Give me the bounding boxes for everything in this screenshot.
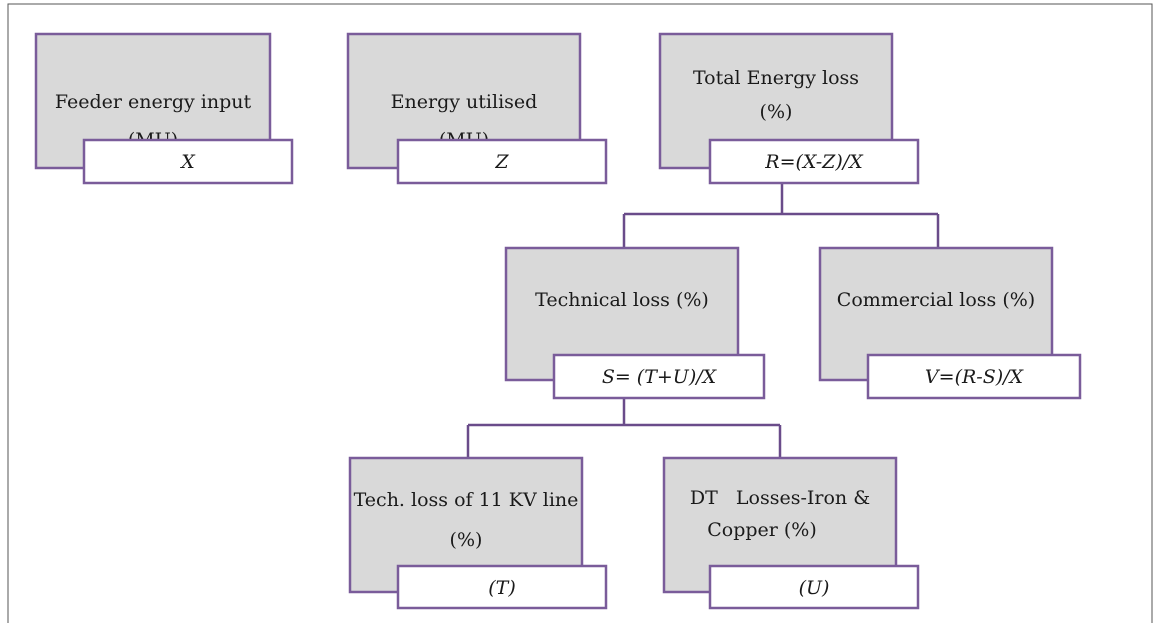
node: Technical loss (%) S= (T+U)/X <box>504 246 766 400</box>
node-value: V=(R-S)/X <box>925 366 1025 388</box>
value-box <box>396 138 608 185</box>
node-label: Copper (%) <box>707 519 817 541</box>
node-label: Tech. loss of 11 KV line <box>354 489 579 511</box>
node-value: Z <box>494 151 509 173</box>
node-value: R=(X-Z)/X <box>764 151 864 173</box>
node: Commercial loss (%) V=(R-S)/X <box>818 246 1082 400</box>
value-box <box>82 138 294 185</box>
value-box <box>708 138 920 185</box>
node: Total Energy loss (%) R=(X-Z)/X <box>658 32 920 185</box>
node: DT Losses-Iron & Copper (%) (U) <box>662 456 920 610</box>
connector <box>622 183 940 248</box>
node-label: Energy utilised <box>391 91 538 113</box>
node-label: (%) <box>760 101 793 123</box>
node-label: DT Losses-Iron & <box>690 487 870 509</box>
node-label: (%) <box>450 529 483 551</box>
value-box <box>866 353 1082 400</box>
connector <box>466 398 782 458</box>
frame <box>7 3 1153 623</box>
value-box <box>552 353 766 400</box>
node-value: (U) <box>799 577 830 599</box>
node-label: Total Energy loss <box>693 67 859 89</box>
node-value: X <box>179 151 196 173</box>
node-value: S= (T+U)/X <box>602 366 718 388</box>
value-box <box>708 564 920 610</box>
value-box <box>396 564 608 610</box>
node-label: Technical loss (%) <box>535 289 709 311</box>
node: Energy utilised (MU) Z <box>346 32 608 185</box>
node: Feeder energy input (MU) X <box>34 32 294 185</box>
node: Tech. loss of 11 KV line (%) (T) <box>348 456 608 610</box>
node-label: Commercial loss (%) <box>837 289 1035 311</box>
node-label: Feeder energy input <box>55 91 252 113</box>
node-value: (T) <box>488 577 516 599</box>
